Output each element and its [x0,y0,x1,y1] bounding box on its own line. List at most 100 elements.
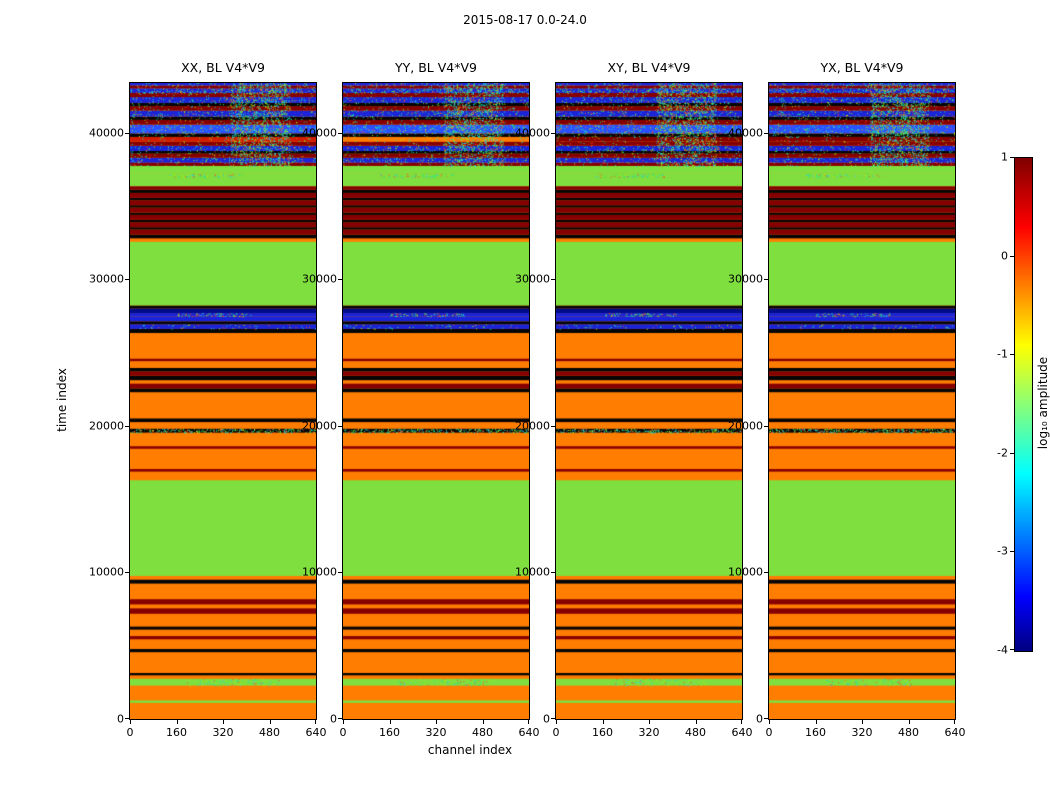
y-tick-mark [125,718,129,719]
x-tick-label: 160 [805,726,826,739]
colorbar-tick-label: 0 [1001,249,1008,263]
y-tick-label: 40000 [515,126,550,140]
heatmap-yx [769,83,955,719]
y-tick-label: 0 [543,712,550,726]
colorbar-gradient [1014,157,1033,652]
panel-title-xx: XX, BL V4*V9 [181,60,265,75]
x-tick-label: 320 [212,726,234,739]
y-tick-label: 20000 [302,419,337,433]
colorbar-tick-mark [1010,354,1014,356]
y-tick-label: 30000 [515,272,550,286]
y-tick-label: 10000 [89,565,124,579]
panel-xy: XY, BL V4*V9 0 160 320 480 640 0 10000 20000 300… [515,60,753,739]
x-tick-mark [649,720,650,724]
x-tick-label: 640 [305,726,327,739]
x-tick-mark [176,720,178,724]
colorbar-tick-label: -4 [997,643,1008,657]
y-tick-mark [764,425,768,427]
x-tick-label: 320 [425,726,447,739]
colorbar-tick-mark [1010,255,1014,257]
x-tick-label: 160 [166,726,187,739]
y-tick-label: 10000 [515,565,550,579]
y-tick-mark [338,279,342,281]
x-axis-label: channel index [427,743,513,757]
x-tick-mark [741,720,742,724]
y-tick-mark [764,279,768,281]
y-tick-label: 10000 [728,565,763,579]
x-tick-mark [908,720,910,724]
x-tick-mark [769,720,770,724]
y-tick-mark [551,572,555,574]
x-tick-mark [695,720,697,724]
x-tick-label: 480 [685,726,706,739]
x-tick-mark [556,720,557,724]
y-tick-label: 40000 [302,126,337,140]
colorbar-tick-label: -2 [997,446,1008,460]
colorbar-tick-label: -3 [997,544,1008,558]
x-tick-mark [482,720,484,724]
x-tick-mark [862,720,863,724]
colorbar-label: log₁₀ amplitude [1036,356,1050,450]
x-tick-mark [389,720,391,724]
panel-yy: YY, BL V4*V9 0 160 320 480 640 0 10000 20000 300… [302,60,540,739]
x-tick-mark [602,720,604,724]
y-tick-label: 10000 [302,565,337,579]
figure-title: 2015-08-17 0.0-24.0 [463,13,587,27]
y-tick-mark [551,425,555,427]
y-tick-label: 30000 [89,272,124,286]
x-tick-label: 320 [638,726,660,739]
y-tick-mark [125,425,129,427]
heatmap-xx [130,83,316,719]
x-tick-mark [315,720,316,724]
colorbar-tick-mark [1010,452,1014,454]
y-tick-mark [338,572,342,574]
colorbar-tick-mark [1010,551,1014,553]
y-tick-mark [125,279,129,281]
y-tick-label: 0 [330,712,337,726]
x-tick-mark [954,720,955,724]
y-tick-label: 20000 [728,419,763,433]
y-tick-label: 0 [117,712,124,726]
x-tick-label: 480 [259,726,280,739]
x-tick-label: 480 [472,726,493,739]
y-tick-mark [764,572,768,574]
colorbar-tick-mark [1010,157,1014,158]
x-tick-label: 320 [851,726,873,739]
panel-title-yy: YY, BL V4*V9 [395,60,477,75]
heatmap-yy [343,83,529,719]
panel-xx: XX, BL V4*V9 0 160 320 480 640 0 10000 20000 300… [89,60,327,739]
panel-title-xy: XY, BL V4*V9 [607,60,691,75]
colorbar-tick-mark [1010,649,1014,650]
y-tick-label: 20000 [89,419,124,433]
y-tick-label: 30000 [302,272,337,286]
x-tick-label: 160 [379,726,400,739]
colorbar-tick-label: -1 [997,347,1008,361]
x-tick-label: 640 [518,726,540,739]
colorbar-tick-label: 1 [1001,150,1008,164]
x-tick-mark [343,720,344,724]
y-tick-label: 30000 [728,272,763,286]
y-tick-mark [551,279,555,281]
y-axis-label: time index [55,368,69,432]
x-tick-mark [269,720,271,724]
y-tick-mark [338,425,342,427]
y-tick-mark [764,132,768,134]
y-tick-mark [551,718,555,719]
x-tick-label: 0 [552,726,560,739]
x-tick-label: 160 [592,726,613,739]
y-tick-label: 40000 [728,126,763,140]
heatmap-xy [556,83,742,719]
x-tick-label: 480 [898,726,919,739]
y-tick-mark [338,718,342,719]
y-tick-mark [551,132,555,134]
x-tick-mark [528,720,529,724]
panel-yx: YX, BL V4*V9 0 160 320 480 640 0 10000 20000 300… [728,60,966,739]
x-tick-label: 640 [731,726,753,739]
panel-title-yx: YX, BL V4*V9 [820,60,904,75]
y-tick-mark [338,132,342,134]
y-tick-label: 40000 [89,126,124,140]
x-tick-mark [436,720,437,724]
x-tick-label: 0 [765,726,773,739]
y-tick-mark [125,572,129,574]
